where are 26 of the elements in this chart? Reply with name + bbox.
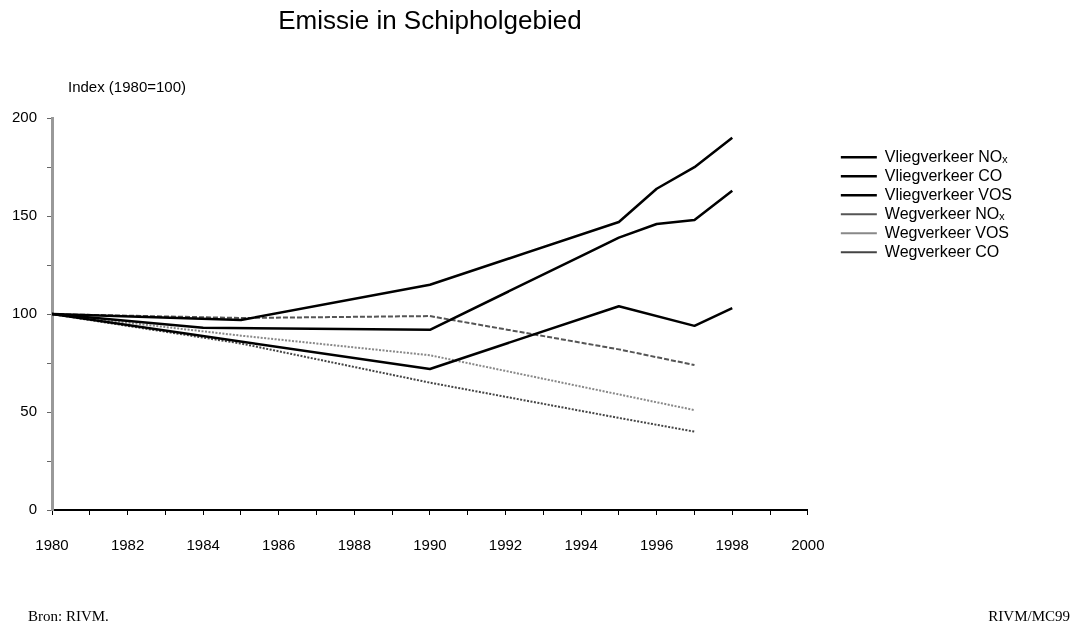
y-tick-label: 200: [11, 108, 37, 126]
x-tick-label: 1994: [564, 536, 598, 554]
x-tick-label: 1998: [715, 536, 749, 554]
x-tick-label: 1996: [639, 536, 674, 554]
x-tick-label: 1990: [413, 536, 447, 554]
legend-label: Wegverkeer VOS: [884, 223, 1010, 241]
y-tick-label: 150: [11, 206, 37, 224]
x-tick-label: 1984: [186, 536, 220, 554]
legend-label: Wegverkeer NOₓ: [884, 204, 1006, 222]
y-tick-label: 0: [28, 500, 37, 518]
x-tick-label: 2000: [791, 536, 825, 554]
x-tick-label: 1980: [35, 536, 69, 554]
text: RIVM/MC99: [988, 607, 1070, 624]
x-tick-label: 1982: [110, 536, 145, 554]
y-tick-label: 100: [11, 304, 37, 322]
legend-label: Wegverkeer CO: [884, 242, 1000, 260]
text: Bron: RIVM.: [28, 607, 109, 624]
y-tick-label: 50: [20, 402, 37, 420]
chart-title: Emissie in Schipholgebied: [278, 4, 582, 35]
x-tick-label: 1992: [488, 536, 523, 554]
legend-label: Vliegverkeer VOS: [884, 185, 1013, 203]
y-axis-title: Index (1980=100): [68, 78, 187, 96]
x-tick-label: 1988: [337, 536, 372, 554]
x-tick-label: 1986: [262, 536, 296, 554]
legend-label: Vliegverkeer CO: [884, 166, 1003, 184]
legend-label: Vliegverkeer NOₓ: [884, 147, 1009, 165]
